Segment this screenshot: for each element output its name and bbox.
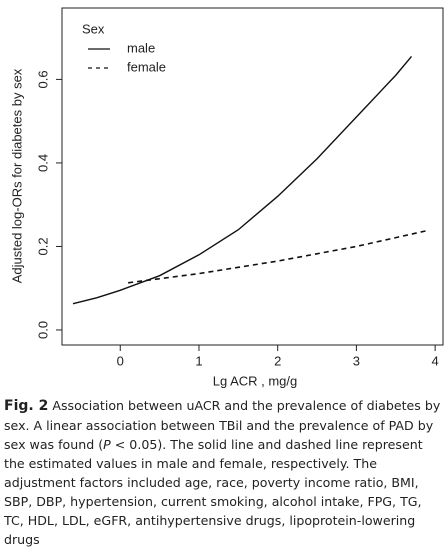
x-axis-label: Lg ACR , mg/g bbox=[213, 373, 298, 388]
line-series bbox=[72, 55, 413, 305]
line-series bbox=[128, 229, 428, 284]
caption-label: Fig. 2 bbox=[4, 398, 49, 414]
caption: Fig. 2 Association between uACR and the p… bbox=[4, 396, 444, 549]
y-tick-label: 0.2 bbox=[35, 237, 50, 255]
y-axis-label: Adjusted log-ORs for diabetes by sex bbox=[9, 68, 24, 283]
legend-title: Sex bbox=[82, 21, 105, 36]
legend-label: female bbox=[127, 59, 166, 74]
x-tick-label: 1 bbox=[195, 353, 202, 368]
x-tick-label: 2 bbox=[274, 353, 281, 368]
page: {"chart_data": {"type": "line", "xlabel"… bbox=[4, 7, 444, 547]
x-tick-label: 3 bbox=[353, 353, 360, 368]
y-tick-label: 0.0 bbox=[35, 321, 50, 339]
y-tick-label: 0.4 bbox=[35, 154, 50, 172]
caption-text: Association between uACR and the prevale… bbox=[4, 398, 441, 452]
x-tick-label: 0 bbox=[117, 353, 124, 368]
y-tick-label: 0.6 bbox=[35, 70, 50, 88]
caption-italic: P bbox=[103, 437, 111, 452]
chart: Lg ACR , mg/g Adjusted log-ORs for diabe… bbox=[9, 7, 444, 388]
legend-label: male bbox=[127, 40, 155, 55]
caption-text: < 0.05). The solid line and dashed line … bbox=[4, 437, 423, 547]
plot-frame bbox=[61, 7, 444, 346]
x-tick-label: 4 bbox=[432, 353, 439, 368]
